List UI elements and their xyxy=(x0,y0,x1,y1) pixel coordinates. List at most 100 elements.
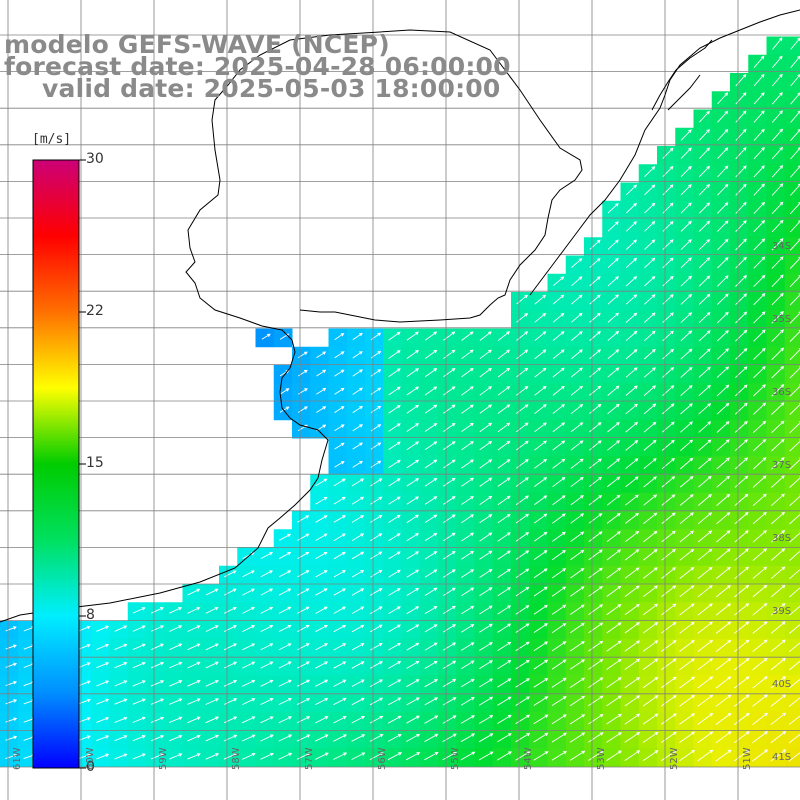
wind-arrow xyxy=(78,698,91,705)
wind-arrow xyxy=(660,713,677,725)
wind-arrow xyxy=(789,530,800,543)
wind-arrow xyxy=(790,128,800,141)
wind-arrow xyxy=(479,660,494,670)
wind-arrow xyxy=(479,605,493,615)
wind-arrow xyxy=(588,622,604,634)
wind-arrow xyxy=(588,713,604,725)
wind-arrow xyxy=(771,329,784,342)
wind-arrow xyxy=(680,312,693,324)
wind-arrow xyxy=(753,311,766,324)
wind-arrow xyxy=(735,147,747,160)
wind-arrow xyxy=(625,221,637,232)
wind-arrow xyxy=(515,550,530,560)
wind-arrow xyxy=(734,676,750,689)
lat-label: 41S xyxy=(772,752,792,763)
wind-arrow xyxy=(606,585,622,597)
wind-arrow xyxy=(442,496,456,505)
wind-cell xyxy=(784,200,800,220)
wind-arrow xyxy=(642,676,659,689)
wind-arrow xyxy=(296,679,311,687)
wind-arrow xyxy=(351,515,365,523)
wind-arrow xyxy=(716,421,730,433)
wind-arrow xyxy=(78,625,91,632)
wind-arrow xyxy=(625,367,638,378)
wind-arrow xyxy=(388,496,401,505)
wind-arrow xyxy=(96,753,110,760)
wind-arrow xyxy=(406,661,420,669)
wind-arrow xyxy=(351,661,365,669)
wind-arrow xyxy=(588,494,603,506)
wind-arrow xyxy=(717,128,729,141)
wind-arrow xyxy=(607,257,619,269)
wind-arrow xyxy=(734,366,748,379)
wind-arrow xyxy=(625,494,639,506)
wind-arrow xyxy=(734,457,749,470)
wind-arrow xyxy=(297,588,310,596)
wind-arrow xyxy=(442,569,456,578)
wind-arrow xyxy=(697,713,714,725)
wind-arrow xyxy=(643,549,658,561)
wind-arrow xyxy=(315,661,329,669)
wind-arrow xyxy=(551,714,567,725)
wind-arrow xyxy=(770,730,787,744)
wind-arrow xyxy=(734,530,749,543)
wind-arrow xyxy=(278,734,293,742)
wind-arrow xyxy=(351,478,365,487)
wind-arrow xyxy=(316,369,327,377)
wind-arrow xyxy=(735,348,748,360)
wind-arrow xyxy=(442,605,456,615)
wind-arrow xyxy=(497,641,512,651)
wind-arrow xyxy=(770,657,786,671)
wind-arrow xyxy=(552,276,565,287)
wind-arrow xyxy=(242,625,256,633)
wind-arrow xyxy=(715,658,732,671)
lat-label: 35S xyxy=(772,314,792,325)
wind-arrow xyxy=(588,567,603,579)
wind-arrow xyxy=(516,331,529,341)
wind-arrow xyxy=(242,643,256,651)
wind-arrow xyxy=(406,386,420,396)
lon-label: 55W xyxy=(450,747,461,770)
wind-arrow xyxy=(552,331,565,341)
wind-arrow xyxy=(424,606,438,615)
wind-arrow xyxy=(552,549,566,561)
wind-arrow xyxy=(515,495,529,506)
wind-arrow xyxy=(644,221,656,232)
wind-arrow xyxy=(735,73,747,87)
wind-arrow xyxy=(187,734,201,742)
wind-arrow xyxy=(351,533,365,541)
lon-label: 61W xyxy=(12,747,23,770)
wind-arrow xyxy=(479,404,493,414)
wind-arrow xyxy=(279,406,290,413)
wind-arrow xyxy=(479,459,493,469)
wind-arrow xyxy=(771,274,784,288)
wind-arrow xyxy=(260,661,274,669)
wind-arrow xyxy=(497,714,512,724)
lon-label: 53W xyxy=(596,747,607,770)
wind-arrow xyxy=(442,660,457,669)
wind-arrow xyxy=(607,312,619,323)
wind-arrow xyxy=(424,551,438,560)
wind-arrow xyxy=(661,548,676,561)
wind-arrow xyxy=(771,238,784,251)
wind-arrow xyxy=(734,566,750,580)
wind-arrow xyxy=(151,607,164,614)
wind-arrow xyxy=(680,129,692,141)
wind-arrow xyxy=(552,458,566,469)
wind-arrow xyxy=(460,751,476,761)
wind-arrow xyxy=(150,643,165,651)
wind-arrow xyxy=(717,147,729,160)
wind-arrow xyxy=(388,606,401,614)
wind-arrow xyxy=(424,477,438,487)
wind-arrow xyxy=(534,440,547,451)
wind-arrow xyxy=(735,165,747,178)
wind-arrow xyxy=(642,713,659,725)
wind-arrow xyxy=(570,567,585,579)
wind-arrow xyxy=(333,496,346,505)
wind-arrow xyxy=(314,716,329,724)
colorbar xyxy=(32,159,86,769)
wind-arrow xyxy=(497,623,512,633)
wind-arrow xyxy=(315,497,328,505)
wind-arrow xyxy=(625,276,638,287)
